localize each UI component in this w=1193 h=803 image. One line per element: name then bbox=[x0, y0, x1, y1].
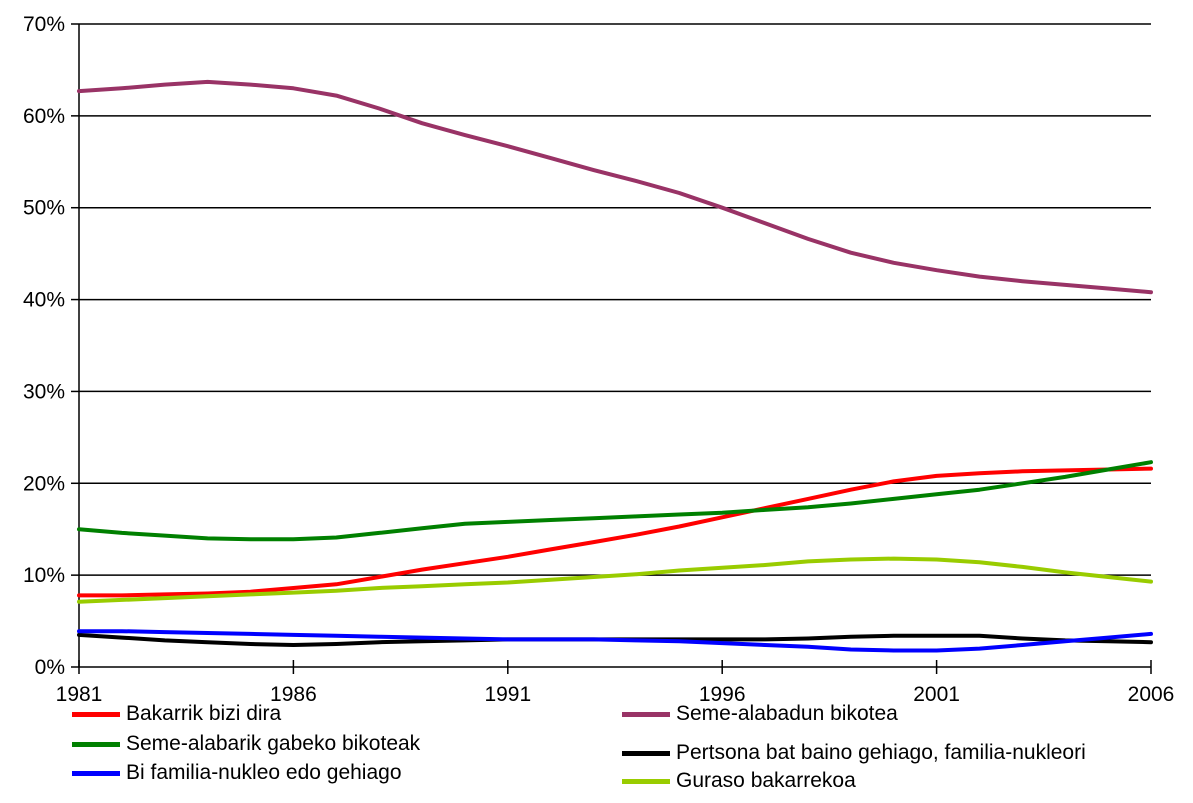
series-lines bbox=[77, 79, 1153, 653]
legend-label: Bi familia-nukleo edo gehiago bbox=[126, 761, 402, 784]
legend-item: Bakarrik bizi dira bbox=[72, 702, 281, 726]
legend-label: Bakarrik bizi dira bbox=[126, 702, 282, 725]
x-tick-label: 2001 bbox=[913, 683, 960, 706]
legend-swatch bbox=[622, 711, 670, 717]
x-tick-label: 1996 bbox=[699, 683, 746, 706]
series-line bbox=[77, 466, 1153, 598]
legend-item: Pertsona bat baino gehiago, familia-nukl… bbox=[622, 741, 1086, 765]
y-tick-label: 40% bbox=[23, 289, 65, 312]
series-line bbox=[77, 460, 1153, 542]
tick-labels: 0% 10% 20% 30% 40% 50% 60% 70% 1981 1986 1991 1996 2… bbox=[23, 13, 1174, 706]
x-tick-label: 1986 bbox=[270, 683, 317, 706]
legend-item: Bi familia-nukleo edo gehiago bbox=[72, 761, 402, 785]
y-tick-label: 50% bbox=[23, 197, 65, 220]
legend-swatch bbox=[72, 711, 120, 717]
legend-item: Seme-alabarik gabeko bikoteak bbox=[72, 732, 420, 756]
y-tick-label: 0% bbox=[35, 656, 65, 679]
axes bbox=[71, 23, 1152, 674]
legend-label: Seme-alabadun bikotea bbox=[676, 702, 898, 725]
legend-label: Seme-alabarik gabeko bikoteak bbox=[126, 732, 421, 755]
legend-swatch bbox=[622, 778, 670, 784]
x-tick-label: 2006 bbox=[1128, 683, 1175, 706]
y-tick-label: 60% bbox=[23, 105, 65, 128]
gridlines bbox=[79, 23, 1151, 576]
legend-swatch bbox=[622, 750, 670, 756]
legend-item: Seme-alabadun bikotea bbox=[622, 702, 898, 726]
legend-swatch bbox=[72, 770, 120, 776]
y-tick-label: 10% bbox=[23, 564, 65, 587]
y-tick-label: 20% bbox=[23, 472, 65, 495]
x-tick-label: 1991 bbox=[484, 683, 531, 706]
legend-swatch bbox=[72, 741, 120, 747]
y-tick-label: 30% bbox=[23, 380, 65, 403]
legend-label: Guraso bakarrekoa bbox=[676, 769, 856, 792]
legend-label: Pertsona bat baino gehiago, familia-nukl… bbox=[676, 741, 1086, 764]
series-line bbox=[77, 629, 1153, 653]
series-line bbox=[77, 79, 1153, 295]
series-line bbox=[77, 556, 1153, 604]
legend-item: Guraso bakarrekoa bbox=[622, 769, 856, 793]
y-tick-label: 70% bbox=[23, 13, 65, 36]
x-tick-label: 1981 bbox=[56, 683, 103, 706]
